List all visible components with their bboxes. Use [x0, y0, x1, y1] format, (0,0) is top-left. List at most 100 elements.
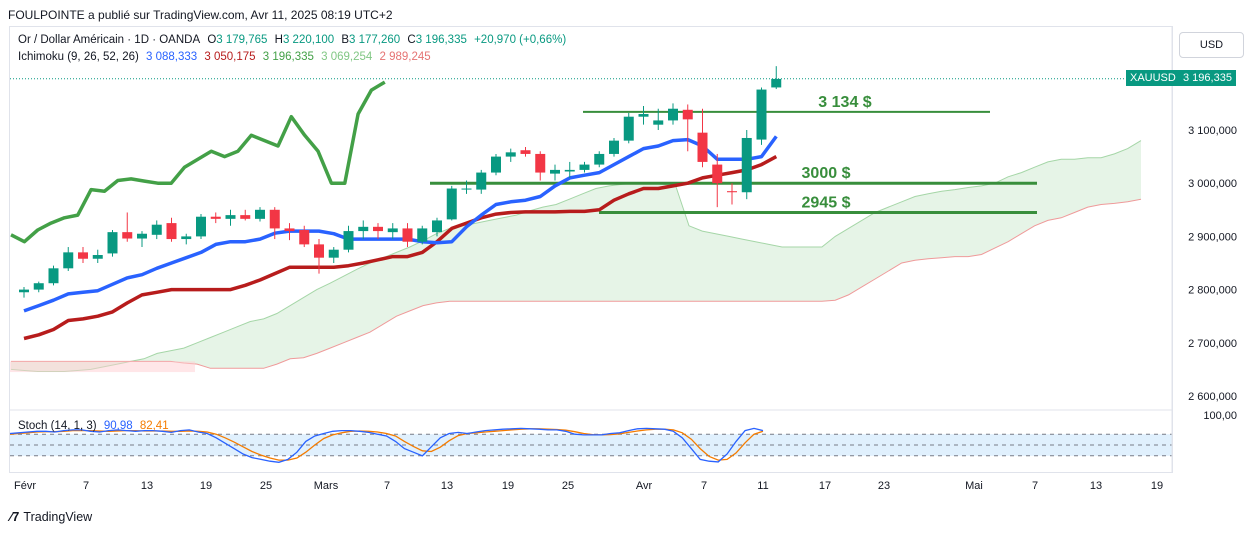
close-label: C — [407, 34, 416, 46]
support-resistance-levels: 3 134 $ 3000 $ 2945 $ — [430, 94, 1037, 214]
candle-body — [712, 164, 723, 184]
time-axis-label: Avr — [636, 480, 653, 492]
candle-body — [697, 132, 708, 162]
time-axis-label: 19 — [1151, 480, 1163, 492]
span-a-line — [10, 140, 1142, 372]
time-axis-label: 25 — [260, 480, 272, 492]
candle-body — [741, 137, 752, 193]
tenkan-line — [23, 135, 778, 313]
low-value: 3 177,260 — [349, 34, 401, 46]
candles — [10, 66, 1172, 298]
candle-body — [181, 236, 192, 240]
candle-body — [269, 209, 280, 229]
price-axis-label: 3 000,000 — [1188, 178, 1237, 190]
low-label: B — [341, 34, 350, 46]
candle-body — [225, 215, 236, 219]
candle-body — [461, 188, 472, 190]
ichimoku-cloud — [10, 140, 1142, 373]
candle-body — [387, 228, 398, 233]
time-axis-label: 7 — [1032, 480, 1038, 492]
candle-body — [756, 89, 767, 140]
cloud-bear-fill — [10, 361, 195, 373]
high-value: 3 220,100 — [282, 34, 335, 46]
change-value: +20,970 (+0,66%) — [474, 34, 567, 46]
stochastic-pane: 100,00 — [9, 410, 1237, 463]
span-b-line — [11, 198, 1142, 369]
candle-body — [48, 268, 59, 284]
candle-body — [564, 169, 575, 172]
time-axis-label: 13 — [441, 480, 453, 492]
stoch-k-line — [9, 427, 764, 463]
open-label: O — [207, 34, 217, 46]
candle-body — [19, 289, 29, 293]
price-tag-value: 3 196,335 — [1179, 70, 1236, 86]
time-axis-label: 23 — [878, 480, 890, 492]
candle-body — [299, 230, 310, 245]
symbol-label[interactable]: Or / Dollar Américain · 1D · OANDA — [18, 34, 201, 46]
time-axis-label: 17 — [819, 480, 831, 492]
candle-body — [446, 188, 457, 220]
candle-body — [358, 226, 369, 232]
main-legend: Or / Dollar Américain · 1D · OANDA O3 17… — [18, 34, 570, 46]
footer-brand[interactable]: ⁄7 TradingView — [10, 509, 92, 524]
candle-body — [579, 164, 590, 170]
candle-body — [314, 244, 324, 258]
cloud-fill — [11, 140, 1141, 372]
time-axis-label: Mai — [965, 480, 983, 492]
price-axis-label: 2 700,000 — [1188, 338, 1237, 350]
candle-body — [417, 228, 428, 242]
time-axis-label: 19 — [502, 480, 514, 492]
candle-body — [151, 224, 162, 235]
time-axis-label: 7 — [83, 480, 89, 492]
candle-body — [771, 78, 782, 88]
ichimoku-chikou-value: 3 196,335 — [262, 51, 314, 63]
candle-body — [33, 283, 44, 290]
candle-body — [284, 228, 295, 232]
candle-body — [328, 249, 339, 258]
brand-name: TradingView — [23, 509, 93, 524]
candle-body — [432, 220, 442, 233]
stoch-d-value: 82,41 — [139, 420, 169, 432]
candle-body — [682, 109, 693, 120]
ichimoku-tenkan-value: 3 088,333 — [146, 51, 198, 63]
ichimoku-name: Ichimoku (9, 26, 52, 26) — [18, 51, 139, 63]
publisher-line: FOULPOINTE a publié sur TradingView.com,… — [8, 8, 393, 22]
ichimoku-span-b-value: 2 989,245 — [379, 51, 431, 63]
stoch-d-line — [9, 428, 764, 461]
candle-body — [638, 114, 649, 117]
tradingview-logo-icon: ⁄7 — [10, 509, 20, 524]
stoch-k-value: 90,98 — [103, 420, 133, 432]
price-axis-label: 2 600,000 — [1188, 391, 1237, 403]
candle-body — [594, 153, 605, 165]
candle-body — [210, 216, 221, 219]
level-label: 3 134 $ — [818, 94, 871, 111]
candle-body — [343, 231, 354, 250]
price-axis-label: 3 100,000 — [1188, 125, 1237, 137]
candle-body — [505, 152, 516, 157]
candle-body — [63, 252, 74, 269]
time-axis-label: 25 — [562, 480, 574, 492]
candle-body — [476, 172, 487, 190]
candle-body — [491, 156, 501, 173]
candle-body — [122, 232, 133, 239]
time-axis-label: 13 — [1090, 480, 1102, 492]
candle-body — [78, 252, 88, 259]
candle-body — [623, 116, 634, 141]
time-axis-label: 13 — [141, 480, 153, 492]
candle-body — [727, 191, 737, 193]
currency-button[interactable]: USD — [1179, 32, 1244, 58]
candle-body — [255, 209, 265, 219]
ichimoku-kijun-value: 3 050,175 — [204, 51, 256, 63]
stoch-legend[interactable]: Stoch (14, 1, 3) 90,98 82,41 — [18, 420, 173, 432]
candle-body — [609, 140, 619, 154]
ichimoku-legend[interactable]: Ichimoku (9, 26, 52, 26) 3 088,333 3 050… — [18, 51, 435, 63]
level-label: 3000 $ — [802, 165, 851, 182]
time-axis-label: Mars — [314, 480, 339, 492]
candle-body — [166, 223, 177, 240]
chikou-line — [10, 80, 386, 244]
open-value: 3 179,765 — [216, 34, 268, 46]
stoch-band — [10, 434, 1172, 456]
price-tag-symbol: XAUUSD — [1126, 70, 1180, 86]
ichimoku-lines — [10, 80, 778, 341]
